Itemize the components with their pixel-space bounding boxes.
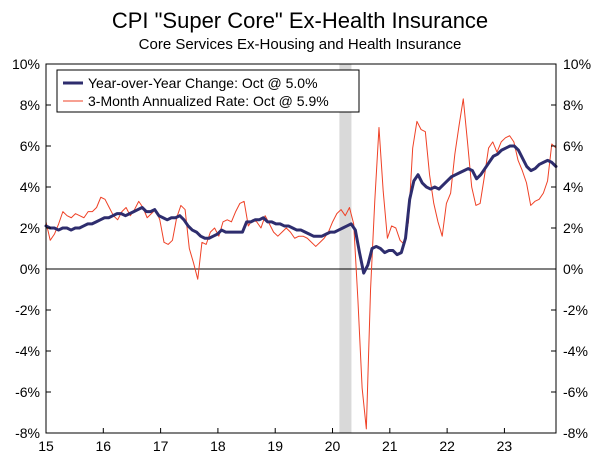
y-tick-label-right: 8% xyxy=(563,97,583,113)
legend-box xyxy=(56,69,360,113)
legend: Year-over-Year Change: Oct @ 5.0% 3-Month… xyxy=(56,69,360,113)
y-tick-label-left: 10% xyxy=(12,56,40,72)
y-tick-label-left: 2% xyxy=(20,220,40,236)
plot-frame-layer xyxy=(45,63,557,434)
x-tick-label: 21 xyxy=(382,438,398,454)
y-tick-label-left: 6% xyxy=(20,138,40,154)
x-tick-label: 22 xyxy=(439,438,455,454)
chart-title: CPI "Super Core" Ex-Health Insurance xyxy=(111,8,489,33)
y-tick-label-right: -2% xyxy=(563,302,588,318)
y-tick-label-left: 0% xyxy=(20,261,40,277)
y-tick-label-right: 10% xyxy=(563,56,591,72)
series-line-3m-annualized xyxy=(45,98,557,430)
recession-shading-layer xyxy=(339,64,352,433)
y-axis-left: -8% -6% -4% -2% 0% 2% 4% 6% 8% 10% xyxy=(12,56,51,441)
chart-subtitle: Core Services Ex-Housing and Health Insu… xyxy=(138,36,462,53)
y-tick-label-right: 0% xyxy=(563,261,583,277)
x-tick-label: 19 xyxy=(267,438,283,454)
x-tick-label: 18 xyxy=(210,438,226,454)
x-tick-label: 20 xyxy=(325,438,341,454)
y-tick-label-right: -6% xyxy=(563,384,588,400)
y-tick-label-left: -8% xyxy=(15,425,40,441)
plot-frame xyxy=(45,63,557,434)
y-tick-label-right: 2% xyxy=(563,220,583,236)
series-layer xyxy=(44,98,558,430)
legend-label-yoy: Year-over-Year Change: Oct @ 5.0% xyxy=(88,75,318,91)
series-line-yoy xyxy=(44,144,558,275)
x-axis: 15 16 17 18 19 20 21 22 23 xyxy=(38,428,512,454)
y-tick-label-right: -8% xyxy=(563,425,588,441)
x-tick-label: 23 xyxy=(497,438,513,454)
legend-label-3m-annualized: 3-Month Annualized Rate: Oct @ 5.9% xyxy=(88,93,329,109)
x-tick-label: 15 xyxy=(38,438,54,454)
y-axis-right: -8% -6% -4% -2% 0% 2% 4% 6% 8% 10% xyxy=(551,56,591,441)
y-tick-label-left: 4% xyxy=(20,179,40,195)
x-tick-label: 17 xyxy=(153,438,169,454)
y-tick-label-left: -6% xyxy=(15,384,40,400)
y-tick-label-right: 6% xyxy=(563,138,583,154)
y-tick-label-right: 4% xyxy=(563,179,583,195)
y-tick-label-right: -4% xyxy=(563,343,588,359)
y-tick-label-left: 8% xyxy=(20,97,40,113)
y-tick-label-left: -4% xyxy=(15,343,40,359)
shaded-period xyxy=(339,64,352,433)
x-tick-label: 16 xyxy=(96,438,112,454)
y-tick-label-left: -2% xyxy=(15,302,40,318)
